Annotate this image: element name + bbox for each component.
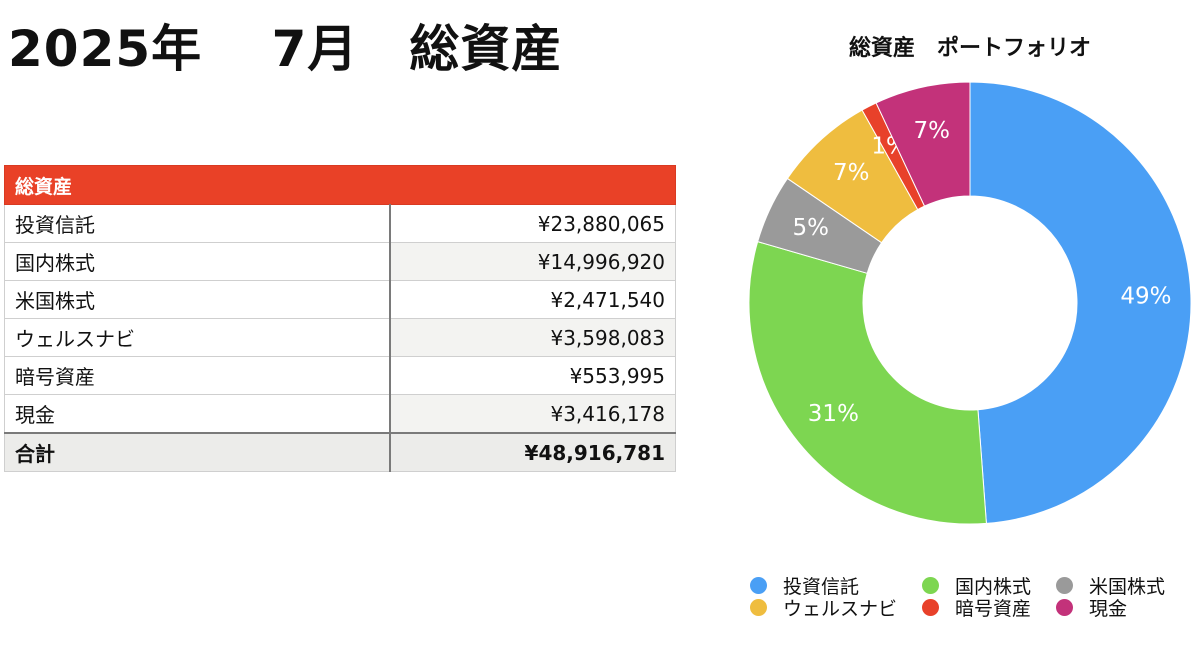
asset-name: 暗号資産 (4, 356, 391, 395)
donut-slice (969, 81, 1192, 524)
legend-item: 暗号資産 (922, 596, 1056, 620)
table-row: 米国株式 ¥2,471,540 (4, 280, 676, 319)
asset-table: 総資産 投資信託 ¥23,880,065 国内株式 ¥14,996,920 米国… (4, 165, 676, 472)
legend-item: 投資信託 (750, 574, 922, 598)
asset-name: 国内株式 (4, 242, 391, 281)
legend-swatch (1056, 576, 1073, 594)
slice-label: 5% (793, 215, 830, 241)
table-row: 国内株式 ¥14,996,920 (4, 242, 676, 281)
legend-item: 現金 (1056, 596, 1186, 620)
donut-chart: 49%31%5%7%1%7% (748, 81, 1192, 525)
total-label: 合計 (4, 432, 391, 472)
legend-swatch (750, 576, 767, 594)
asset-name: 投資信託 (4, 204, 391, 243)
slice-label: 49% (1120, 283, 1171, 309)
asset-name: 米国株式 (4, 280, 391, 319)
table-row: 現金 ¥3,416,178 (4, 394, 676, 434)
asset-name: 現金 (4, 394, 391, 434)
legend-swatch (750, 598, 767, 616)
legend-label: 暗号資産 (955, 597, 1032, 620)
legend-swatch (922, 598, 939, 616)
legend-swatch (922, 576, 939, 594)
legend-label: 投資信託 (783, 575, 860, 598)
donut-slice (748, 241, 987, 525)
chart-title: 総資産 ポートフォリオ (848, 36, 1091, 61)
legend-swatch (1056, 598, 1073, 616)
legend-item: 国内株式 (922, 574, 1056, 598)
asset-name: ウェルスナビ (4, 318, 391, 357)
asset-value: ¥2,471,540 (389, 280, 676, 319)
chart-legend: 投資信託 国内株式 米国株式 ウェルスナビ 暗号資産 現金 (750, 574, 1190, 620)
asset-value: ¥23,880,065 (389, 204, 676, 243)
asset-value: ¥14,996,920 (389, 242, 676, 281)
asset-value: ¥3,598,083 (389, 318, 676, 357)
table-row: ウェルスナビ ¥3,598,083 (4, 318, 676, 357)
donut-slice (875, 81, 971, 207)
asset-value: ¥553,995 (389, 356, 676, 395)
legend-item: ウェルスナビ (750, 596, 922, 620)
slice-label: 31% (808, 401, 859, 427)
table-header: 総資産 (4, 165, 676, 205)
total-row: 合計 ¥48,916,781 (4, 432, 676, 472)
slice-label: 7% (913, 118, 950, 144)
table-row: 暗号資産 ¥553,995 (4, 356, 676, 395)
legend-label: 国内株式 (955, 575, 1032, 598)
legend-label: ウェルスナビ (783, 597, 898, 620)
asset-value: ¥3,416,178 (389, 394, 676, 434)
legend-label: 米国株式 (1089, 575, 1166, 598)
legend-label: 現金 (1089, 597, 1128, 620)
table-row: 投資信託 ¥23,880,065 (4, 204, 676, 243)
legend-item: 米国株式 (1056, 574, 1186, 598)
total-value: ¥48,916,781 (389, 432, 676, 472)
slice-label: 7% (833, 160, 870, 186)
page-title: 2025年 7月 総資産 (8, 20, 563, 78)
